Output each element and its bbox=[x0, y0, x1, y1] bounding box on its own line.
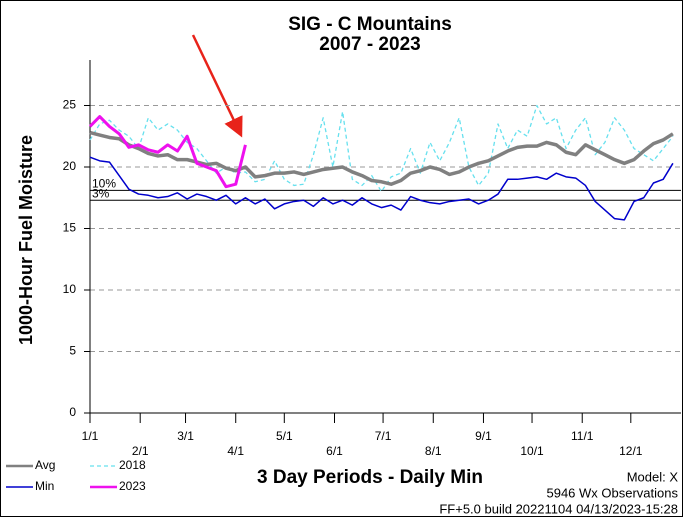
y-tick-label: 5 bbox=[69, 344, 76, 358]
line bbox=[89, 130, 674, 186]
x-tick-label: 8/1 bbox=[425, 444, 442, 458]
reference-label: 3% bbox=[92, 186, 110, 200]
x-tick-label: 2/1 bbox=[132, 444, 149, 458]
x-tick-label: 1/1 bbox=[82, 429, 99, 443]
line bbox=[89, 104, 674, 193]
note: 5946 Wx Observations bbox=[546, 485, 678, 500]
chart-title: SIG - C Mountains bbox=[288, 14, 452, 35]
x-tick-label: 5/1 bbox=[276, 429, 293, 443]
y-tick-label: 10 bbox=[63, 282, 77, 296]
x-tick-label: 12/1 bbox=[619, 444, 643, 458]
legend-label: 2023 bbox=[119, 479, 146, 493]
x-tick-label: 6/1 bbox=[326, 444, 343, 458]
note: Model: X bbox=[627, 469, 679, 484]
legend-label: Min bbox=[35, 479, 54, 493]
x-tick-label: 7/1 bbox=[375, 429, 392, 443]
reference-label: 10% bbox=[92, 177, 116, 191]
chart-subtitle: 2007 - 2023 bbox=[319, 34, 420, 55]
y-tick-label: 0 bbox=[69, 405, 76, 419]
note: FF+5.0 build 20221104 04/13/2023-15:28 bbox=[439, 501, 678, 516]
x-tick-label: 9/1 bbox=[475, 429, 492, 443]
x-tick-label: 11/1 bbox=[571, 429, 594, 443]
y-tick-label: 15 bbox=[63, 221, 77, 235]
y-tick-label: 20 bbox=[63, 159, 77, 173]
x-tick-label: 3/1 bbox=[177, 429, 194, 443]
arrow bbox=[191, 34, 243, 138]
x-axis-label: 3 Day Periods - Daily Min bbox=[257, 467, 483, 488]
line bbox=[88, 115, 247, 189]
line bbox=[89, 156, 674, 221]
legend-label: 2018 bbox=[119, 458, 146, 472]
y-axis-label: 1000-Hour Fuel Moisture bbox=[16, 135, 36, 345]
y-tick-label: 25 bbox=[63, 98, 77, 112]
legend-label: Avg bbox=[35, 458, 55, 472]
x-tick-label: 4/1 bbox=[227, 444, 244, 458]
x-tick-label: 10/1 bbox=[520, 444, 544, 458]
